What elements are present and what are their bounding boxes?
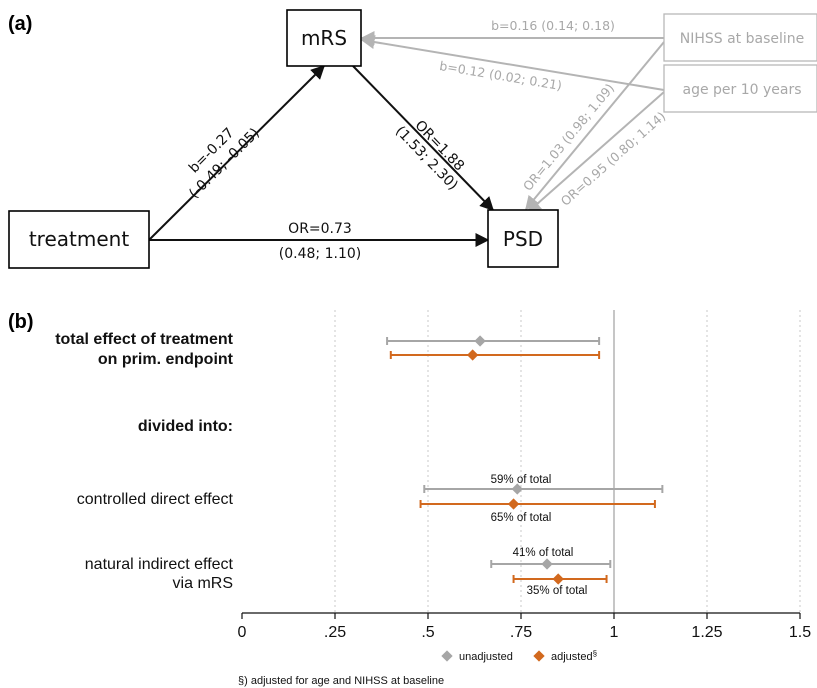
label-treatment-psd-line1: OR=0.73 bbox=[288, 221, 352, 237]
x-tick-label: .75 bbox=[510, 624, 532, 641]
row-label-total-line1: total effect of treatment bbox=[55, 331, 233, 348]
legend-adjusted-mark: § bbox=[593, 649, 597, 658]
point-estimate bbox=[541, 558, 553, 570]
node-age-box bbox=[663, 64, 817, 113]
x-tick-label: 1.5 bbox=[789, 624, 811, 641]
annotation-cde-unadjusted: 59% of total bbox=[491, 474, 552, 486]
edge-mrs-psd bbox=[352, 65, 494, 212]
legend-unadjusted-label: unadjusted bbox=[459, 651, 513, 663]
point-estimate bbox=[507, 498, 520, 510]
footnote: §) adjusted for age and NIHSS at baselin… bbox=[238, 675, 444, 687]
label-treatment-psd-line2: (0.48; 1.10) bbox=[279, 246, 361, 262]
x-tick-label: .25 bbox=[324, 624, 346, 641]
point-estimate bbox=[466, 349, 479, 361]
legend-adjusted-text: adjusted bbox=[551, 651, 593, 663]
point-estimate bbox=[511, 483, 523, 495]
panel-b: (b) total effect of treatment on prim. e… bbox=[8, 310, 811, 687]
annotation-cde-adjusted: 65% of total bbox=[491, 512, 552, 524]
node-psd-box bbox=[487, 209, 559, 268]
node-age-label: age per 10 years bbox=[682, 82, 801, 98]
annotation-nie-unadjusted: 41% of total bbox=[513, 547, 574, 559]
legend-adjusted-marker bbox=[533, 650, 545, 662]
edge-age-mrs bbox=[360, 35, 665, 91]
node-mrs-box bbox=[286, 9, 362, 67]
legend: unadjusted adjusted§ bbox=[441, 649, 597, 663]
panel-a: (a) mRS treatment PSD NIHSS at baseline … bbox=[8, 9, 817, 269]
edge-nihss-psd bbox=[525, 41, 665, 211]
node-mrs-label: mRS bbox=[301, 26, 347, 50]
node-psd-label: PSD bbox=[503, 227, 543, 251]
node-nihss-label: NIHSS at baseline bbox=[680, 31, 805, 47]
forest-marks bbox=[386, 335, 664, 585]
panel-a-label: (a) bbox=[8, 13, 32, 35]
x-tick-label: 0 bbox=[238, 624, 247, 641]
annotation-nie-adjusted: 35% of total bbox=[527, 585, 588, 597]
label-treatment-mrs: b=-0.27 (-0.49; -0.05) bbox=[186, 125, 263, 202]
x-tick-label: 1 bbox=[610, 624, 619, 641]
panel-b-label: (b) bbox=[8, 311, 34, 333]
node-treatment-label: treatment bbox=[29, 227, 129, 251]
x-tick-label: 1.25 bbox=[691, 624, 722, 641]
point-estimate bbox=[552, 573, 564, 585]
legend-adjusted-label: adjusted§ bbox=[551, 649, 597, 663]
row-label-cde: controlled direct effect bbox=[77, 491, 234, 508]
edge-age-psd bbox=[526, 91, 665, 213]
point-estimate bbox=[474, 335, 486, 347]
row-label-nie-line1: natural indirect effect bbox=[85, 556, 234, 573]
row-label-divided: divided into: bbox=[138, 418, 233, 435]
forest-grid: 0 .25 .5 .75 1 1.25 1.5 bbox=[238, 310, 811, 641]
label-mrs-psd: OR=1.88 (1.53; 2.30) bbox=[392, 117, 467, 193]
node-treatment-box bbox=[8, 210, 150, 269]
edge-treatment-mrs bbox=[148, 65, 325, 241]
label-nihss-mrs: b=0.16 (0.14; 0.18) bbox=[491, 18, 615, 33]
x-tick-label: .5 bbox=[421, 624, 434, 641]
row-label-total-line2: on prim. endpoint bbox=[98, 351, 234, 368]
row-label-nie-line2: via mRS bbox=[173, 575, 233, 592]
node-nihss-box bbox=[663, 13, 817, 62]
legend-unadjusted-marker bbox=[441, 650, 453, 662]
